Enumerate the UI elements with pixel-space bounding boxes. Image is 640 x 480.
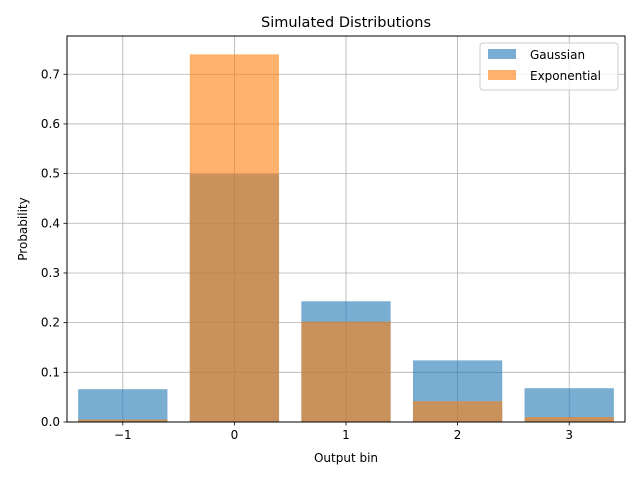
- legend-label-exponential: Exponential: [530, 69, 601, 83]
- y-tick-label: 0.6: [41, 117, 60, 131]
- bar-exponential: [412, 401, 503, 422]
- y-axis-label: Probability: [16, 197, 30, 260]
- chart-title: Simulated Distributions: [261, 15, 431, 31]
- x-tick-label: 0: [231, 428, 239, 442]
- x-tick-label: 3: [565, 428, 573, 442]
- y-tick-label: 0.7: [41, 67, 60, 81]
- bar-exponential: [189, 54, 280, 422]
- legend-swatch-gaussian: [488, 49, 516, 59]
- legend: Gaussian Exponential: [479, 42, 619, 91]
- bar-exponential: [78, 419, 168, 422]
- x-axis-ticks: −1 0 1 2 3: [114, 422, 573, 442]
- y-axis-ticks: 0.0 0.1 0.2 0.3 0.4 0.5 0.6 0.7: [41, 67, 67, 429]
- x-tick-label: 2: [454, 428, 462, 442]
- y-tick-label: 0.5: [41, 167, 60, 181]
- x-tick-label: 1: [342, 428, 350, 442]
- y-tick-label: 0.3: [41, 266, 60, 280]
- y-tick-label: 0.2: [41, 316, 60, 330]
- bar-gaussian: [78, 389, 168, 422]
- y-tick-label: 0.0: [41, 415, 60, 429]
- bar-exponential: [301, 321, 391, 422]
- x-axis-label: Output bin: [314, 451, 378, 465]
- y-tick-label: 0.1: [41, 365, 60, 379]
- legend-label-gaussian: Gaussian: [530, 48, 585, 62]
- x-tick-label: −1: [114, 428, 132, 442]
- bars: [78, 54, 614, 422]
- bar-exponential: [524, 417, 614, 422]
- legend-swatch-exponential: [488, 70, 516, 80]
- y-tick-label: 0.4: [41, 216, 60, 230]
- bar-gaussian: [524, 388, 614, 422]
